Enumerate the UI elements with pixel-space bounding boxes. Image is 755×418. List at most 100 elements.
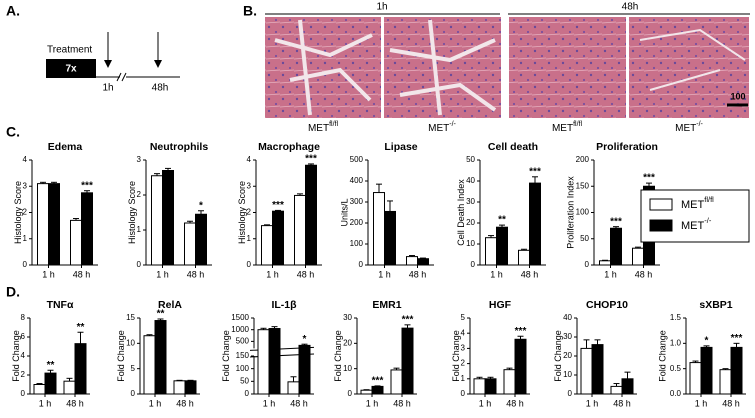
image-label: MET-/- <box>675 121 703 133</box>
y-tick-label: 30 <box>466 197 475 206</box>
axis-break <box>116 72 122 82</box>
bar <box>417 258 429 266</box>
y-tick-label: 2 <box>23 208 28 217</box>
x-tick-label: 48 h <box>297 269 315 279</box>
chart-title: EMR1 <box>372 299 401 311</box>
bar <box>518 249 530 266</box>
y-tick-label: 0 <box>245 389 250 398</box>
bar <box>63 380 76 395</box>
bar <box>74 343 87 395</box>
y-tick-label: 2 <box>137 190 142 199</box>
y-tick-label: 0 <box>359 260 364 269</box>
label-base: MET <box>308 123 329 134</box>
x-tick-label: 1 h <box>490 269 503 279</box>
label-base: MET <box>552 123 573 134</box>
bar <box>294 194 306 266</box>
y-axis-label: Proliferation Index <box>566 176 576 249</box>
y-tick-label: 30 <box>563 332 572 341</box>
y-tick-label: 1 <box>247 234 252 243</box>
y-tick-label: 40 <box>466 176 475 185</box>
bar <box>719 369 732 395</box>
y-tick-label: 10 <box>563 370 572 379</box>
bar <box>390 369 403 395</box>
bar <box>33 384 46 395</box>
y-tick-label: 0 <box>247 260 252 269</box>
chart-title: RelA <box>158 299 182 311</box>
y-tick-label: 5 <box>131 364 136 373</box>
legend-label: METfl/fl <box>681 195 714 210</box>
x-tick-label: 48 h <box>409 269 427 279</box>
bar <box>298 344 311 395</box>
y-tick-label: 20 <box>563 351 572 360</box>
y-tick-label: 400 <box>350 176 364 185</box>
x-tick-label: 48 h <box>521 269 539 279</box>
bar <box>599 260 611 266</box>
bar <box>473 378 486 395</box>
y-tick-label: 3 <box>461 344 466 353</box>
bar <box>81 192 93 266</box>
y-axis-label: Fold Change <box>116 330 126 382</box>
y-axis-label: Fold Change <box>658 330 668 382</box>
treatment-box <box>46 59 96 78</box>
x-tick-label: 48 h <box>66 398 84 408</box>
x-tick-label: 1 h <box>604 269 617 279</box>
bar <box>591 344 604 395</box>
bar <box>485 237 497 266</box>
y-tick-label: 1 <box>137 225 142 234</box>
y-tick-label: 6 <box>21 332 26 341</box>
legend-label-sup: -/- <box>704 216 712 225</box>
legend-label-base: MET <box>681 199 705 211</box>
edema-texture <box>274 19 373 116</box>
y-tick-label: 1500 <box>231 313 249 322</box>
x-tick-label: 1 h <box>42 269 55 279</box>
y-tick-label: 2 <box>247 208 252 217</box>
y-tick-label: 20 <box>466 218 475 227</box>
significance: *** <box>731 333 743 344</box>
panel-label: D. <box>6 284 20 300</box>
bar <box>529 182 541 266</box>
y-tick-label: 15 <box>126 313 135 322</box>
tissue-texture <box>639 28 746 91</box>
legend-swatch <box>649 219 673 232</box>
y-axis-label: Fold Change <box>553 330 563 382</box>
bar <box>689 362 702 395</box>
y-tick-label: 0 <box>585 260 590 269</box>
treatment-box-label: 7x <box>65 64 77 75</box>
x-tick-label: 48 h <box>613 398 631 408</box>
y-tick-label: 200 <box>350 218 364 227</box>
bar <box>70 219 82 266</box>
significance: *** <box>515 326 527 337</box>
bar <box>360 389 373 395</box>
y-tick-label: 50 <box>240 376 249 385</box>
significance: *** <box>529 166 541 177</box>
y-tick-label: 0 <box>137 260 142 269</box>
legend-label-sup: fl/fl <box>704 195 714 204</box>
arrow-head <box>104 60 112 68</box>
y-axis-label: Units/L <box>340 198 350 226</box>
bar <box>37 183 49 266</box>
y-tick-label: 500 <box>350 155 364 164</box>
panel-label: C. <box>6 124 20 140</box>
bar <box>305 164 317 266</box>
y-tick-label: 1 <box>23 234 28 243</box>
x-tick-label: 1 h <box>378 269 391 279</box>
y-tick-label: 10 <box>466 239 475 248</box>
bar <box>384 210 396 266</box>
y-axis-label: Histology Score <box>127 181 137 244</box>
significance: ** <box>157 309 165 320</box>
group-label: 1h <box>376 2 387 13</box>
x-tick-label: 1 h <box>39 398 52 408</box>
chart-title: Macrophage <box>258 141 320 153</box>
edema-texture <box>389 19 497 116</box>
significance: *** <box>610 216 622 227</box>
y-tick-label: 50 <box>466 155 475 164</box>
x-tick-label: 48 h <box>187 269 205 279</box>
y-axis-label: Fold Change <box>221 330 231 382</box>
chart-title: Cell death <box>488 141 538 153</box>
bar <box>44 372 57 395</box>
y-tick-label: 1000 <box>231 325 249 334</box>
label-base: MET <box>428 123 449 134</box>
bar <box>48 183 60 266</box>
chart-title: IL-1β <box>271 299 297 311</box>
